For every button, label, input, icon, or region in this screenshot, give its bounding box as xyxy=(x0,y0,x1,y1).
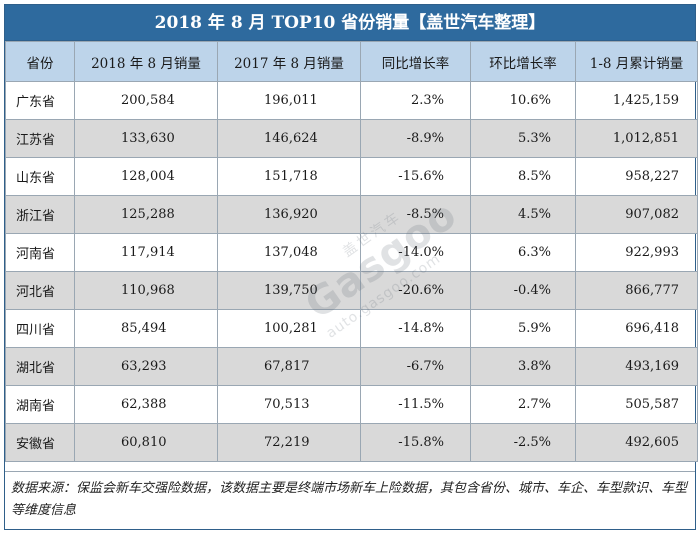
sales-table-panel: 2018 年 8 月 TOP10 省份销量【盖世汽车整理】 省份 2018 年 … xyxy=(4,4,698,530)
cell-mom: 3.8% xyxy=(470,347,576,386)
cell-aug-2018: 128,004 xyxy=(74,157,218,196)
cell-aug-2017: 100,281 xyxy=(217,309,361,348)
table-row: 浙江省 125,288 136,920 -8.5% 4.5% 907,082 xyxy=(5,195,698,234)
cell-ytd: 1,425,159 xyxy=(575,81,698,120)
cell-aug-2018: 200,584 xyxy=(74,81,218,120)
cell-ytd: 958,227 xyxy=(575,157,698,196)
cell-province: 河北省 xyxy=(5,271,75,310)
cell-mom: 2.7% xyxy=(470,385,576,424)
cell-province: 湖北省 xyxy=(5,347,75,386)
footnote: 数据来源：保监会新车交强险数据，该数据主要是终端市场新车上险数据，其包含省份、城… xyxy=(5,471,695,529)
cell-aug-2017: 146,624 xyxy=(217,119,361,158)
table-row: 广东省 200,584 196,011 2.3% 10.6% 1,425,159 xyxy=(5,81,698,120)
cell-ytd: 505,587 xyxy=(575,385,698,424)
cell-yoy: -14.8% xyxy=(360,309,471,348)
cell-yoy: -15.8% xyxy=(360,423,471,462)
header-aug-2018: 2018 年 8 月销量 xyxy=(74,41,218,82)
cell-mom: -2.5% xyxy=(470,423,576,462)
table-row: 山东省 128,004 151,718 -15.6% 8.5% 958,227 xyxy=(5,157,698,196)
cell-ytd: 696,418 xyxy=(575,309,698,348)
cell-province: 广东省 xyxy=(5,81,75,120)
cell-ytd: 493,169 xyxy=(575,347,698,386)
cell-aug-2017: 70,513 xyxy=(217,385,361,424)
cell-yoy: -6.7% xyxy=(360,347,471,386)
cell-mom: 6.3% xyxy=(470,233,576,272)
cell-ytd: 492,605 xyxy=(575,423,698,462)
cell-aug-2018: 110,968 xyxy=(74,271,218,310)
cell-mom: 10.6% xyxy=(470,81,576,120)
cell-ytd: 866,777 xyxy=(575,271,698,310)
cell-province: 安徽省 xyxy=(5,423,75,462)
cell-province: 湖南省 xyxy=(5,385,75,424)
table-row: 安徽省 60,810 72,219 -15.8% -2.5% 492,605 xyxy=(5,423,698,462)
header-mom: 环比增长率 xyxy=(470,41,576,82)
cell-aug-2017: 196,011 xyxy=(217,81,361,120)
cell-aug-2018: 125,288 xyxy=(74,195,218,234)
cell-aug-2017: 67,817 xyxy=(217,347,361,386)
cell-yoy: -15.6% xyxy=(360,157,471,196)
cell-aug-2018: 133,630 xyxy=(74,119,218,158)
cell-aug-2017: 72,219 xyxy=(217,423,361,462)
cell-aug-2017: 136,920 xyxy=(217,195,361,234)
header-province: 省份 xyxy=(5,41,75,82)
cell-mom: 4.5% xyxy=(470,195,576,234)
cell-yoy: -20.6% xyxy=(360,271,471,310)
cell-mom: 5.9% xyxy=(470,309,576,348)
table-row: 湖南省 62,388 70,513 -11.5% 2.7% 505,587 xyxy=(5,385,698,424)
cell-yoy: -8.5% xyxy=(360,195,471,234)
province-sales-table: 省份 2018 年 8 月销量 2017 年 8 月销量 同比增长率 环比增长率… xyxy=(5,41,698,462)
cell-mom: 8.5% xyxy=(470,157,576,196)
cell-province: 浙江省 xyxy=(5,195,75,234)
cell-ytd: 922,993 xyxy=(575,233,698,272)
cell-mom: 5.3% xyxy=(470,119,576,158)
cell-yoy: -8.9% xyxy=(360,119,471,158)
table-row: 河南省 117,914 137,048 -14.0% 6.3% 922,993 xyxy=(5,233,698,272)
header-row: 省份 2018 年 8 月销量 2017 年 8 月销量 同比增长率 环比增长率… xyxy=(5,41,698,82)
cell-aug-2017: 139,750 xyxy=(217,271,361,310)
cell-aug-2017: 137,048 xyxy=(217,233,361,272)
cell-aug-2018: 63,293 xyxy=(74,347,218,386)
cell-province: 四川省 xyxy=(5,309,75,348)
table-row: 河北省 110,968 139,750 -20.6% -0.4% 866,777 xyxy=(5,271,698,310)
table-title: 2018 年 8 月 TOP10 省份销量【盖世汽车整理】 xyxy=(5,5,695,41)
header-yoy: 同比增长率 xyxy=(360,41,471,82)
table-row: 湖北省 63,293 67,817 -6.7% 3.8% 493,169 xyxy=(5,347,698,386)
cell-aug-2018: 85,494 xyxy=(74,309,218,348)
cell-yoy: 2.3% xyxy=(360,81,471,120)
cell-province: 河南省 xyxy=(5,233,75,272)
cell-aug-2017: 151,718 xyxy=(217,157,361,196)
cell-province: 江苏省 xyxy=(5,119,75,158)
table-row: 四川省 85,494 100,281 -14.8% 5.9% 696,418 xyxy=(5,309,698,348)
table-row: 江苏省 133,630 146,624 -8.9% 5.3% 1,012,851 xyxy=(5,119,698,158)
cell-province: 山东省 xyxy=(5,157,75,196)
cell-yoy: -11.5% xyxy=(360,385,471,424)
cell-aug-2018: 60,810 xyxy=(74,423,218,462)
header-aug-2017: 2017 年 8 月销量 xyxy=(217,41,361,82)
cell-mom: -0.4% xyxy=(470,271,576,310)
header-ytd: 1-8 月累计销量 xyxy=(575,41,698,82)
cell-yoy: -14.0% xyxy=(360,233,471,272)
cell-aug-2018: 117,914 xyxy=(74,233,218,272)
cell-ytd: 907,082 xyxy=(575,195,698,234)
cell-aug-2018: 62,388 xyxy=(74,385,218,424)
cell-ytd: 1,012,851 xyxy=(575,119,698,158)
